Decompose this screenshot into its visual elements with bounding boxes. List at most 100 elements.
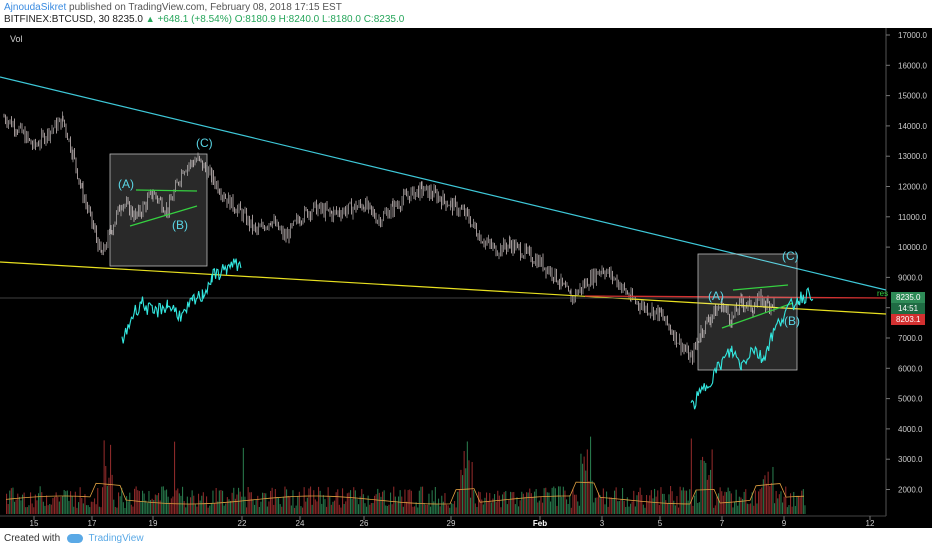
volume-bar [382, 491, 384, 514]
volume-bar [665, 500, 667, 514]
volume-bar [442, 501, 444, 514]
volume-bar [524, 496, 526, 514]
volume-bar [47, 505, 49, 514]
time-tick-label: 5 [658, 519, 663, 528]
volume-bar [145, 500, 147, 514]
wave-box-right[interactable] [697, 253, 798, 371]
volume-bar [436, 503, 438, 514]
volume-bar [518, 506, 520, 514]
volume-bar [604, 504, 606, 514]
volume-bar [334, 500, 336, 514]
volume-bar [580, 453, 582, 514]
volume-bar [532, 497, 534, 514]
volume-bar [364, 503, 366, 514]
wave-label-c-right: (C) [782, 249, 799, 263]
volume-bar [481, 499, 483, 514]
volume-bar [625, 506, 627, 514]
volume-bar [596, 497, 598, 514]
descending-trendline[interactable] [0, 76, 887, 291]
volume-bar [393, 486, 395, 514]
price-chart[interactable]: 17000.0 16000.0 15000.0 14000.0 13000.0 12000… [0, 28, 932, 528]
volume-bar [266, 506, 268, 514]
volume-bar [102, 487, 104, 514]
volume-bar [215, 488, 217, 514]
volume-bar [652, 498, 654, 514]
volume-bar [316, 501, 318, 514]
time-axis[interactable]: 15 17 19 22 24 26 29 Feb 3 5 7 9 12 [30, 516, 875, 528]
volume-bar [417, 507, 419, 514]
resistance-line[interactable] [584, 295, 887, 299]
volume-bar [225, 503, 227, 514]
volume-bar [502, 494, 504, 514]
volume-bar [252, 499, 254, 514]
volume-bar [434, 486, 436, 514]
volume-bar [649, 495, 651, 514]
volume-bar [383, 490, 385, 514]
volume-bar [745, 489, 747, 514]
volume-bar [551, 487, 553, 514]
volume-bar [478, 491, 480, 514]
volume-bar [146, 502, 148, 514]
volume-bar [727, 487, 729, 514]
volume-bar [284, 486, 286, 514]
chart-svg[interactable]: 17000.0 16000.0 15000.0 14000.0 13000.0 12000… [0, 28, 932, 528]
volume-bar [471, 462, 473, 514]
volume-bar [279, 504, 281, 514]
volume-bar [407, 490, 409, 514]
volume-bar [287, 495, 289, 514]
volume-bar [598, 492, 600, 514]
volume-bar [753, 505, 755, 514]
volume-bar [695, 490, 697, 514]
volume-bar [12, 487, 14, 514]
volume-bar [586, 449, 588, 514]
price-axis[interactable]: 17000.0 16000.0 15000.0 14000.0 13000.0 12000… [886, 31, 927, 495]
volume-bar [294, 507, 296, 514]
triangle-lower-left[interactable] [129, 205, 198, 227]
volume-bar [153, 499, 155, 514]
volume-bar [263, 492, 265, 514]
volume-bar [748, 504, 750, 514]
last-price-tag [891, 292, 925, 303]
volume-bar [345, 501, 347, 514]
volume-bar [452, 503, 454, 514]
symbol-name: BITFINEX:BTCUSD, 30 [4, 14, 110, 25]
volume-bar [450, 503, 452, 514]
volume-bar [644, 507, 646, 514]
volume-bar [182, 486, 184, 514]
volume-bar [476, 506, 478, 514]
volume-bar [606, 491, 608, 514]
volume-bar [500, 507, 502, 514]
volume-bar [348, 492, 350, 514]
volume-bar [71, 496, 73, 514]
support-trendline[interactable] [0, 261, 887, 315]
volume-bar [454, 501, 456, 514]
triangle-lower-right[interactable] [721, 302, 794, 329]
volume-bar [97, 488, 99, 514]
time-tick-label: 15 [30, 519, 39, 528]
volume-bar [538, 500, 540, 514]
volume-bar [711, 449, 713, 514]
wave-label-b-left: (B) [172, 218, 188, 232]
volume-bar [705, 462, 707, 514]
volume-bar [575, 494, 577, 514]
volume-bar [66, 490, 68, 514]
volume-bar [567, 503, 569, 514]
triangle-upper-right[interactable] [732, 284, 789, 291]
volume-bar [302, 507, 304, 514]
triangle-upper-left[interactable] [135, 189, 198, 192]
volume-bar [642, 504, 644, 514]
volume-bar [746, 503, 748, 514]
volume-bar [463, 451, 465, 514]
volume-bar [338, 504, 340, 514]
volume-bar [297, 495, 299, 514]
author-link[interactable]: AjnoudaSikret [4, 2, 67, 13]
volume-bar [631, 501, 633, 514]
time-tick-label: 22 [238, 519, 247, 528]
tradingview-brand[interactable]: TradingView [88, 533, 144, 544]
volume-bar [617, 501, 619, 514]
volume-bar [657, 490, 659, 514]
volume-bar [790, 493, 792, 514]
volume-bar [167, 496, 169, 514]
volume-bar [582, 463, 584, 514]
wave-box-left[interactable] [109, 153, 208, 267]
